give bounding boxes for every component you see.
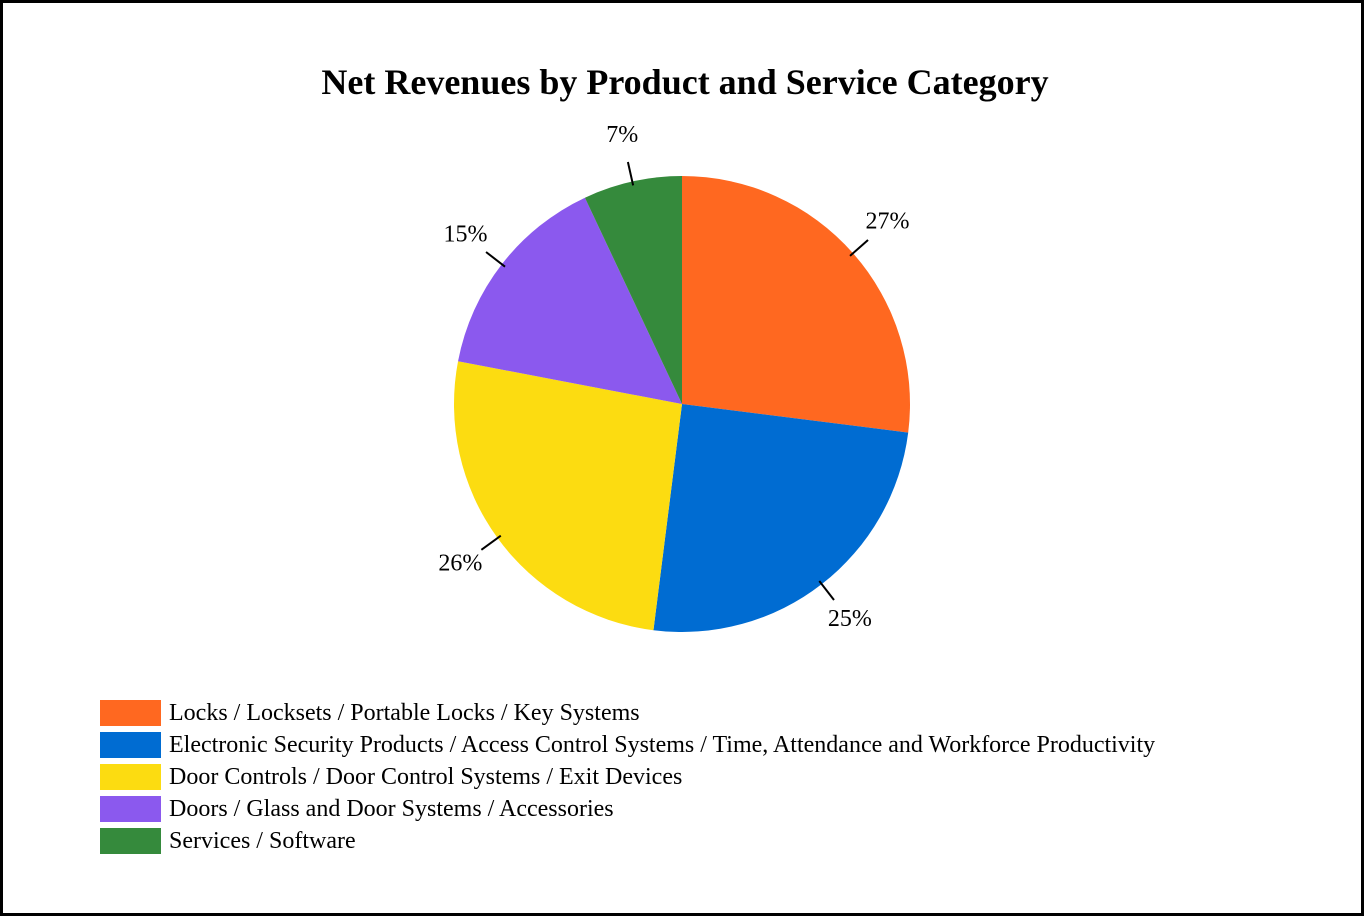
- chart-legend: Locks / Locksets / Portable Locks / Key …: [100, 697, 1155, 857]
- slice-leader-line: [849, 239, 869, 257]
- pie-slice: [682, 176, 911, 433]
- pie-chart: 27% 25% 26% 15% 7%: [438, 122, 911, 632]
- slice-leader-line: [485, 251, 506, 268]
- legend-item-electronic-security: Electronic Security Products / Access Co…: [100, 729, 1155, 761]
- slice-percent-label: 7%: [606, 122, 638, 148]
- legend-label: Locks / Locksets / Portable Locks / Key …: [169, 699, 640, 726]
- slice-leader-line: [818, 580, 835, 601]
- legend-swatch: [100, 700, 161, 726]
- legend-item-doors: Doors / Glass and Door Systems / Accesso…: [100, 793, 1155, 825]
- pie-slice: [653, 404, 909, 632]
- chart-title: Net Revenues by Product and Service Cate…: [321, 62, 1049, 102]
- pie-slice: [458, 197, 682, 404]
- legend-item-locks: Locks / Locksets / Portable Locks / Key …: [100, 697, 1155, 729]
- pie-slice: [454, 361, 682, 631]
- slice-percent-label: 26%: [438, 551, 482, 577]
- legend-label: Electronic Security Products / Access Co…: [169, 731, 1156, 758]
- legend-item-door-controls: Door Controls / Door Control Systems / E…: [100, 761, 1155, 793]
- slice-leader-line: [626, 161, 635, 186]
- legend-swatch: [100, 732, 161, 758]
- legend-label: Doors / Glass and Door Systems / Accesso…: [169, 795, 614, 822]
- legend-swatch: [100, 764, 161, 790]
- slice-percent-label: 27%: [866, 208, 910, 234]
- slice-percent-label: 15%: [443, 222, 487, 248]
- legend-item-services: Services / Software: [100, 825, 1155, 857]
- legend-swatch: [100, 828, 161, 854]
- slice-leader-line: [480, 534, 502, 551]
- slice-percent-label: 25%: [828, 606, 872, 632]
- legend-label: Door Controls / Door Control Systems / E…: [169, 763, 683, 790]
- legend-label: Services / Software: [169, 827, 356, 854]
- legend-swatch: [100, 796, 161, 822]
- pie-slice: [584, 176, 682, 404]
